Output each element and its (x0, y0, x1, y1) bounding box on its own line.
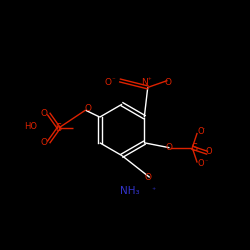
Text: S: S (191, 143, 197, 153)
Text: NH₃: NH₃ (120, 186, 140, 196)
Text: ⁻: ⁻ (204, 160, 208, 165)
Text: O: O (206, 147, 212, 156)
Text: O: O (144, 173, 151, 182)
Text: ⁺: ⁺ (152, 186, 156, 195)
Text: O: O (164, 78, 171, 87)
Text: O: O (198, 159, 204, 168)
Text: ⁻: ⁻ (202, 128, 205, 134)
Text: ⁺: ⁺ (148, 78, 152, 84)
Text: O: O (40, 138, 48, 147)
Text: O: O (40, 109, 48, 118)
Text: N: N (142, 78, 148, 87)
Text: S: S (56, 123, 62, 133)
Text: ⁻: ⁻ (111, 78, 115, 84)
Text: O: O (105, 78, 112, 87)
Text: HO: HO (24, 122, 38, 132)
Text: O: O (166, 143, 173, 152)
Text: O: O (198, 128, 204, 136)
Text: O: O (85, 104, 92, 113)
